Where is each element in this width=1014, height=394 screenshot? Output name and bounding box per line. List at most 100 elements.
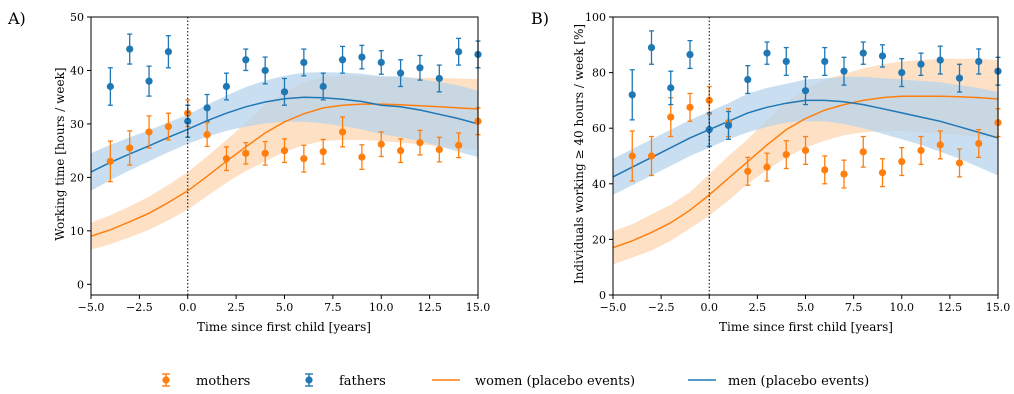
panel-a-fathers-point — [397, 59, 405, 88]
panel-b-ytick-label: 80 — [592, 67, 606, 80]
panel-a-xtick-label: 15.0 — [466, 301, 491, 314]
panel-b-fathers-point — [840, 56, 848, 86]
panel-a-fathers-point — [164, 35, 172, 69]
panel-b-fathers-point — [647, 30, 656, 65]
panel-b-xtick-label: 15.0 — [986, 301, 1011, 314]
panel-a-fathers-point — [280, 77, 289, 106]
panel-a-ytick-label: 20 — [70, 171, 84, 184]
panel-a-fathers-point — [106, 67, 114, 106]
panel-b-fathers-point — [801, 76, 810, 106]
legend-item-mothers: mothers — [162, 373, 250, 389]
panel-b-axes: −5.0 −2.5 0.0 2.5 5.0 7.5 10.0 12.5 15.0 0 20 40 60 8… — [585, 11, 1010, 314]
panel-a-fathers-point — [338, 45, 347, 74]
panel-b-ylabel: Individuals working ≥ 40 hours / week [%… — [572, 24, 586, 284]
panel-b-fathers-point — [744, 65, 752, 95]
panel-a-fathers-point — [184, 104, 192, 138]
panel-b-men_placebo-band — [613, 76, 998, 195]
panel-a-mothers-point — [164, 112, 172, 141]
panel-a-xtick-label: 7.5 — [324, 301, 342, 314]
panel-a-mothers-point — [222, 146, 231, 172]
panel-b-ytick-label: 20 — [592, 233, 606, 246]
panel-a-fathers-point — [126, 33, 134, 65]
panel-a: A) −5.0 −2.5 0.0 2.5 5.0 7.5 10.0 12.5 15.0 0 10 20… — [7, 9, 490, 334]
panel-a-fathers-point — [435, 64, 443, 93]
legend-item-fathers: fathers — [305, 373, 386, 389]
panel-a-ytick-label: 10 — [70, 225, 84, 238]
panel-a-mothers-point — [145, 115, 153, 149]
panel-b-xtick-label: −2.5 — [648, 301, 675, 314]
panel-b-xtick-label: 5.0 — [797, 301, 815, 314]
panel-a-fathers-point — [377, 50, 385, 75]
panel-a-xlabel: Time since first child [years] — [197, 320, 371, 334]
panel-b-fathers-point — [936, 45, 944, 75]
panel-a-xtick-label: −5.0 — [78, 301, 105, 314]
panel-a-fathers-point — [319, 72, 327, 101]
panel-a-xtick-label: 12.5 — [417, 301, 442, 314]
panel-a-men_placebo-band — [91, 72, 478, 191]
panel-b-xtick-label: −5.0 — [600, 301, 627, 314]
fathers-marker-icon — [305, 376, 313, 384]
panel-b-mothers-point — [801, 135, 810, 165]
panel-b-mothers-point — [821, 155, 829, 185]
panel-b-women_placebo-line — [613, 95, 998, 249]
panel-a-xtick-label: 5.0 — [276, 301, 294, 314]
panel-b-xtick-label: 7.5 — [845, 301, 863, 314]
legend-label-women-placebo: women (placebo events) — [475, 374, 635, 389]
legend-item-women-placebo: women (placebo events) — [432, 374, 635, 389]
panel-b-fathers-point — [686, 39, 694, 70]
panel-b-fathers-point — [917, 52, 925, 77]
panel-b-fathers-point — [782, 46, 790, 77]
legend: mothers fathers women (placebo events) m… — [162, 373, 869, 389]
panel-a-fathers-point — [416, 54, 424, 81]
panel-a-fathers-point — [203, 93, 211, 122]
panel-a-xtick-label: −2.5 — [126, 301, 153, 314]
panel-a-xtick-label: 2.5 — [227, 301, 245, 314]
panel-a-mothers-point — [319, 138, 327, 165]
legend-label-mothers: mothers — [196, 374, 250, 389]
panel-b-ytick-label: 0 — [599, 289, 606, 302]
panel-a-women_placebo-line — [91, 103, 478, 237]
panel-b-label: B) — [531, 9, 549, 28]
panel-a-label: A) — [7, 9, 26, 28]
panel-a-mothers-point — [300, 144, 308, 173]
panel-b-mothers-point — [628, 130, 636, 182]
panel-b-fathers-point — [667, 70, 675, 106]
panel-b-fathers-point — [821, 46, 829, 77]
panel-a-mothers-point — [242, 141, 250, 165]
panel-b-ytick-label: 100 — [585, 11, 606, 24]
panel-a-points — [106, 33, 482, 183]
panel-b-mothers-point — [936, 130, 944, 160]
panel-a-mothers-point — [435, 136, 443, 163]
panel-b-ytick-label: 60 — [592, 122, 606, 135]
panel-a-mothers-point — [280, 138, 289, 164]
panel-a-mothers-point — [106, 140, 114, 183]
panel-b-mothers-point — [955, 148, 964, 178]
panel-b-fathers-point — [898, 58, 906, 88]
panel-b-bands — [613, 58, 998, 265]
panel-b-fathers-point — [859, 41, 867, 65]
panel-a-xtick-label: 0.0 — [179, 301, 197, 314]
legend-label-men-placebo: men (placebo events) — [728, 374, 869, 389]
mothers-marker-icon — [162, 376, 170, 384]
panel-b-mothers-point — [975, 128, 983, 159]
panel-a-mothers-point — [397, 138, 405, 164]
panel-b-xtick-label: 0.0 — [701, 301, 719, 314]
panel-b: B) −5.0 −2.5 0.0 2.5 5.0 7.5 10.0 12.5 15.0 0 20 40… — [531, 9, 1010, 334]
panel-a-fathers-point — [261, 56, 269, 85]
panel-a-ytick-label: 40 — [70, 64, 84, 77]
panel-a-fathers-point — [300, 48, 308, 77]
panel-b-mothers-point — [647, 135, 656, 177]
panel-b-mothers-point — [686, 92, 694, 122]
panel-a-mothers-point — [338, 116, 347, 148]
panel-a-fathers-point — [145, 65, 153, 97]
panel-b-mothers-point — [744, 156, 752, 186]
panel-b-mothers-point — [763, 152, 771, 182]
panel-a-ytick-label: 0 — [77, 278, 84, 291]
panel-b-xtick-label: 10.0 — [890, 301, 915, 314]
panel-a-ytick-label: 30 — [70, 118, 84, 131]
panel-a-fathers-point — [358, 44, 366, 70]
panel-a-mothers-point — [416, 129, 424, 156]
panel-b-xtick-label: 2.5 — [749, 301, 767, 314]
panel-a-mothers-point — [261, 140, 269, 166]
